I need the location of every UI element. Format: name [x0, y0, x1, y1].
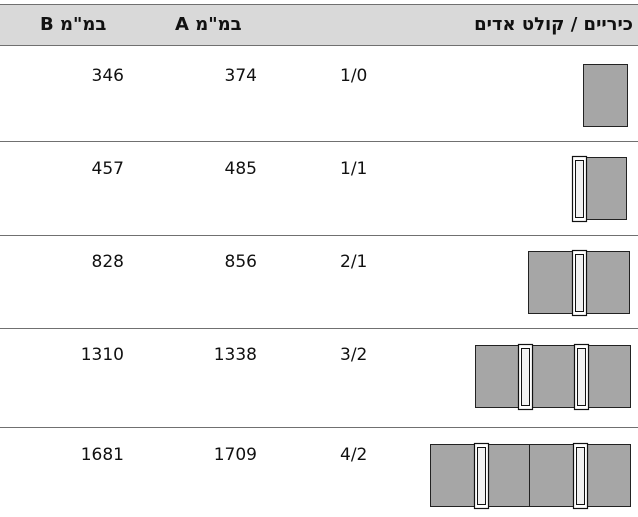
- column-header-description: כיריים / קולט אדים: [474, 14, 633, 35]
- table-header: B במ"מ A במ"מ כיריים / קולט אדים: [0, 4, 638, 46]
- module-code: 4/2: [340, 445, 368, 465]
- module-code: 3/2: [340, 345, 368, 365]
- row-divider: [0, 328, 638, 329]
- value-b: 1310: [80, 345, 124, 365]
- value-b: 457: [91, 159, 124, 179]
- row-divider: [0, 235, 638, 236]
- module-code: 2/1: [340, 252, 368, 272]
- value-b: 346: [91, 66, 124, 86]
- column-header-b: B במ"מ: [40, 14, 107, 35]
- module-diagram-2-1: [528, 249, 630, 317]
- value-a: 374: [224, 66, 257, 86]
- module-diagram-3-2: [475, 343, 631, 411]
- module-diagram-1-0: [583, 64, 628, 127]
- row-divider: [0, 141, 638, 142]
- value-a: 1338: [213, 345, 257, 365]
- value-a: 1709: [213, 445, 257, 465]
- module-diagram-1-1: [571, 155, 627, 223]
- value-a: 856: [224, 252, 257, 272]
- row-divider: [0, 427, 638, 428]
- module-code: 1/1: [340, 159, 368, 179]
- value-b: 828: [91, 252, 124, 272]
- value-a: 485: [224, 159, 257, 179]
- column-header-a: A במ"מ: [175, 14, 242, 35]
- module-code: 1/0: [340, 66, 368, 86]
- value-b: 1681: [80, 445, 124, 465]
- module-diagram-4-2: [430, 442, 631, 510]
